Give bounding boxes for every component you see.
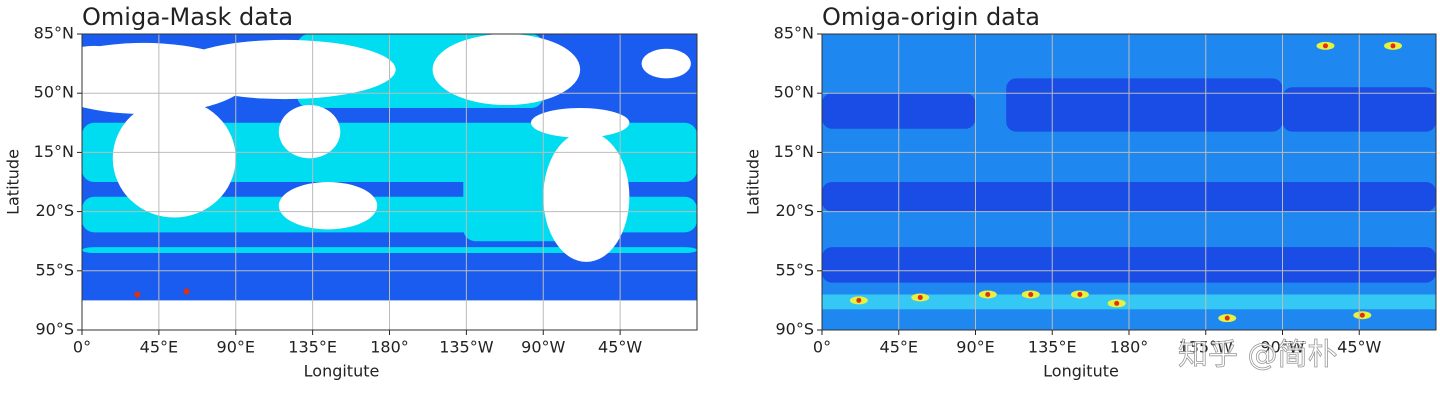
hot-spot bbox=[1322, 43, 1328, 49]
hot-spot bbox=[917, 294, 923, 300]
x-tick-label: 135°E bbox=[288, 338, 337, 357]
x-tick-label: 135°W bbox=[1179, 338, 1234, 357]
land-mask bbox=[82, 45, 132, 82]
hot-spot bbox=[1390, 43, 1396, 49]
x-tick-label: 180° bbox=[370, 338, 409, 357]
y-tick-label: 20°S bbox=[35, 201, 74, 220]
y-tick-label: 20°S bbox=[775, 201, 814, 220]
hot-spot bbox=[1224, 315, 1230, 321]
x-tick-label: 0° bbox=[813, 338, 831, 357]
x-tick-label: 45°E bbox=[880, 338, 918, 357]
hot-spot bbox=[183, 288, 190, 295]
y-tick-label: 50°N bbox=[774, 83, 814, 102]
land-mask bbox=[432, 34, 581, 106]
chart-title: Omiga-Mask data bbox=[82, 3, 293, 31]
x-tick-label: 45°W bbox=[598, 338, 642, 357]
plot-frame bbox=[821, 33, 1437, 331]
land-mask bbox=[278, 182, 378, 230]
land-mask bbox=[112, 99, 236, 218]
y-tick-label: 85°N bbox=[34, 24, 74, 43]
hot-spot bbox=[134, 291, 141, 298]
hot-spot bbox=[1028, 291, 1034, 297]
map-panel: 0° 45°E 90°E 135°E 180° 135°W 90°W 45°W 85°N 50°N… bbox=[744, 3, 1437, 381]
y-tick-label: 15°N bbox=[34, 142, 74, 161]
hot-spot bbox=[1359, 312, 1365, 318]
x-tick-label: 0° bbox=[73, 338, 91, 357]
x-tick-label: 90°W bbox=[521, 338, 565, 357]
hot-spot bbox=[985, 291, 991, 297]
y-tick-label: 50°N bbox=[34, 83, 74, 102]
chart-title: Omiga-origin data bbox=[822, 3, 1040, 31]
x-axis-label: Longitute bbox=[1043, 362, 1119, 381]
hot-spot bbox=[1077, 291, 1083, 297]
x-tick-label: 180° bbox=[1110, 338, 1149, 357]
y-axis-label: Latitude bbox=[4, 149, 23, 215]
land-mask bbox=[543, 131, 630, 262]
y-tick-label: 90°S bbox=[775, 320, 814, 339]
land-mask bbox=[174, 39, 396, 100]
x-tick-label: 90°E bbox=[217, 338, 255, 357]
contour-fill bbox=[1006, 78, 1283, 132]
land-mask bbox=[278, 105, 341, 159]
x-tick-label: 135°E bbox=[1028, 338, 1077, 357]
land-mask bbox=[641, 48, 691, 79]
plot-frame bbox=[81, 33, 698, 331]
x-tick-label: 45°W bbox=[1337, 338, 1381, 357]
contour-field bbox=[82, 34, 697, 330]
land-mask bbox=[530, 108, 630, 138]
x-tick-label: 45°E bbox=[140, 338, 178, 357]
watermark: 知乎 @简朴 bbox=[1178, 338, 1338, 373]
x-axis-label: Longitute bbox=[304, 362, 380, 381]
hot-spot bbox=[856, 297, 862, 303]
x-tick-label: 135°W bbox=[439, 338, 494, 357]
y-tick-label: 15°N bbox=[774, 142, 814, 161]
y-tick-label: 55°S bbox=[35, 260, 74, 279]
y-tick-label: 90°S bbox=[35, 320, 74, 339]
y-axis-label: Latitude bbox=[744, 149, 763, 215]
map-panel: 0° 45°E 90°E 135°E 180° 135°W 90°W 45°W 85°N 50°N… bbox=[4, 3, 698, 381]
y-tick-label: 55°S bbox=[775, 260, 814, 279]
x-tick-label: 90°W bbox=[1260, 338, 1304, 357]
y-tick-label: 85°N bbox=[774, 24, 814, 43]
x-tick-label: 90°E bbox=[956, 338, 994, 357]
hot-spot bbox=[1114, 300, 1120, 306]
